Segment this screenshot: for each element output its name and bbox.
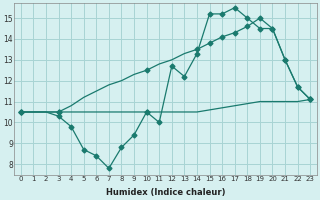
X-axis label: Humidex (Indice chaleur): Humidex (Indice chaleur) xyxy=(106,188,225,197)
